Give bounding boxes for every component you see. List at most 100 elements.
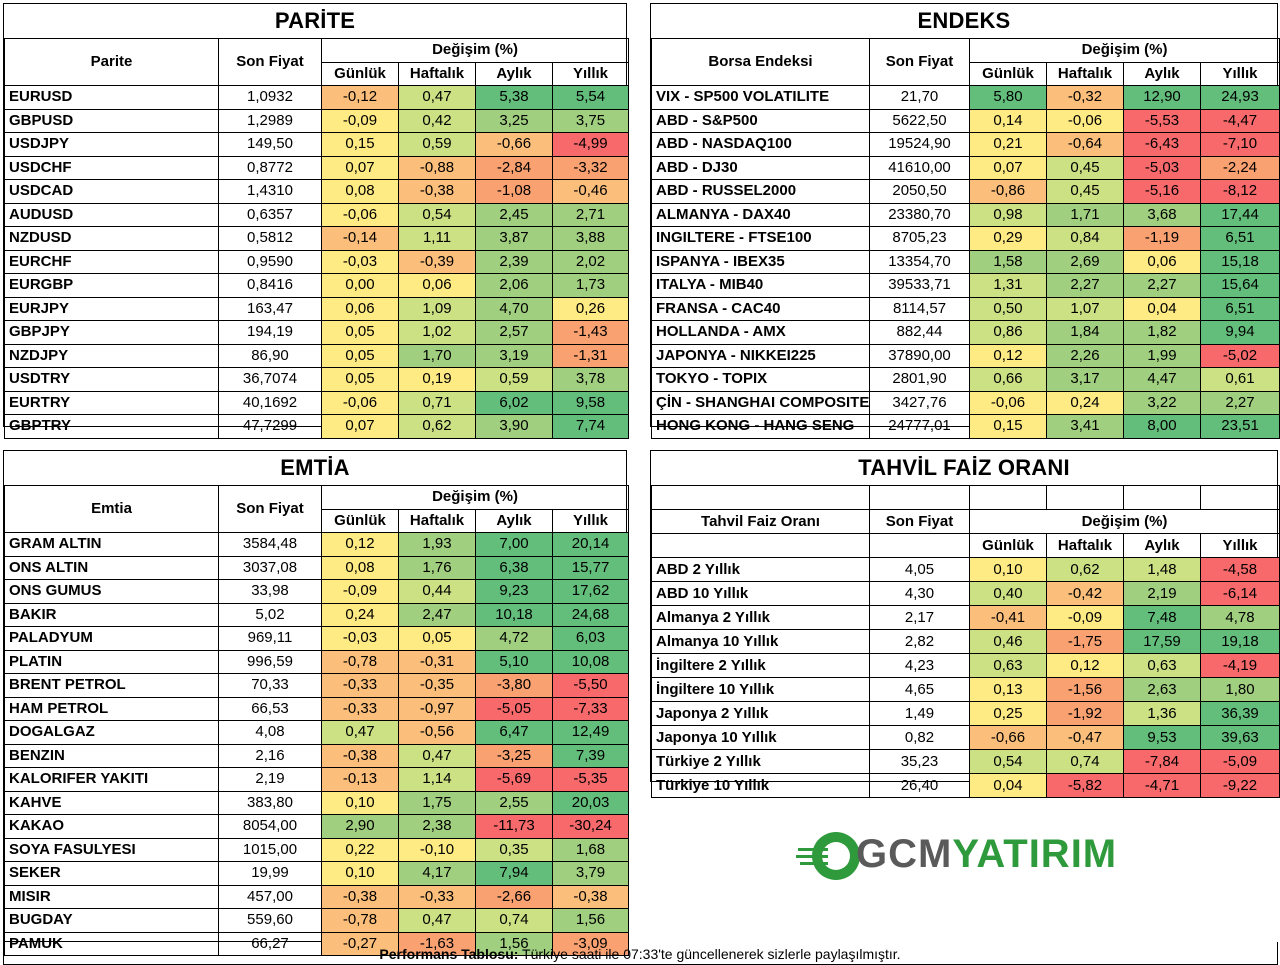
row-price: 1015,00	[218, 837, 322, 862]
table-row: KALORIFER YAKITI 2,19 -0,13 1,14 -5,69 -5,35	[4, 767, 630, 792]
row-change-w: -0,47	[1046, 725, 1124, 750]
row-name: HONG KONG - HANG SENG	[651, 414, 870, 439]
col-header-name: Parite	[4, 38, 219, 86]
row-change-m: 6,47	[475, 720, 553, 745]
row-price: 8054,00	[218, 814, 322, 839]
row-change-w: 0,19	[398, 367, 476, 392]
row-price: 996,59	[218, 649, 322, 674]
row-change-y: -4,58	[1200, 557, 1280, 582]
table-row: ABD - DJ30 41610,00 0,07 0,45 -5,03 -2,24	[651, 155, 1280, 180]
row-change-y: -0,46	[551, 179, 630, 204]
row-change-y: -8,12	[1199, 179, 1280, 204]
row-change-w: 4,17	[398, 861, 476, 886]
row-change-w: 1,02	[398, 320, 476, 345]
row-change-m: 2,39	[475, 249, 553, 274]
row-change-m: 0,63	[1123, 653, 1201, 678]
row-price: 39533,71	[869, 273, 970, 298]
row-change-d: 0,25	[969, 701, 1047, 726]
row-change-m: -1,19	[1123, 226, 1201, 251]
row-change-w: 3,41	[1046, 414, 1124, 439]
row-change-w: -1,92	[1046, 701, 1124, 726]
row-change-w: 0,42	[398, 108, 476, 133]
row-change-d: -0,38	[321, 884, 399, 909]
parite-title: PARİTE	[4, 4, 626, 39]
emtia-title: EMTİA	[4, 451, 626, 486]
row-change-w: 0,45	[1046, 179, 1124, 204]
row-change-w: -0,33	[398, 884, 476, 909]
table-row: PALADYUM 969,11 -0,03 0,05 4,72 6,03	[4, 626, 630, 651]
row-change-m: 1,48	[1123, 557, 1201, 582]
row-price: 3427,76	[869, 390, 970, 415]
row-change-m: 9,53	[1123, 725, 1201, 750]
row-price: 2,82	[869, 629, 970, 654]
row-name: İngiltere 10 Yıllık	[651, 677, 870, 702]
row-name: USDTRY	[4, 367, 219, 392]
table-row: GBPTRY 47,7299 0,07 0,62 3,90 7,74	[4, 414, 630, 439]
col-header-monthly: Aylık	[475, 61, 553, 86]
row-change-w: 0,06	[398, 273, 476, 298]
row-change-w: 0,62	[1046, 557, 1124, 582]
row-change-d: -0,27	[321, 931, 399, 956]
row-change-y: 3,88	[551, 226, 630, 251]
row-price: 5622,50	[869, 108, 970, 133]
col-header-yearly: Yıllık	[551, 508, 630, 533]
col-header-yearly: Yıllık	[1199, 61, 1280, 86]
row-name: GBPJPY	[4, 320, 219, 345]
row-price: 37890,00	[869, 343, 970, 368]
row-price: 23380,70	[869, 202, 970, 227]
row-change-m: 2,57	[475, 320, 553, 345]
col-header-daily: Günlük	[321, 508, 399, 533]
row-name: VIX - SP500 VOLATILITE	[651, 85, 870, 110]
row-change-y: 15,64	[1199, 273, 1280, 298]
row-change-m: 17,59	[1123, 629, 1201, 654]
table-row: USDJPY 149,50 0,15 0,59 -0,66 -4,99	[4, 132, 630, 157]
row-change-m: 7,48	[1123, 605, 1201, 630]
row-name: KAKAO	[4, 814, 219, 839]
row-change-d: 0,13	[969, 677, 1047, 702]
row-change-d: 1,58	[969, 249, 1047, 274]
row-change-y: 1,80	[1200, 677, 1280, 702]
row-price: 0,9590	[218, 249, 322, 274]
row-change-m: -1,08	[475, 179, 553, 204]
row-change-w: 0,47	[398, 85, 476, 110]
row-price: 8705,23	[869, 226, 970, 251]
table-row: DOGALGAZ 4,08 0,47 -0,56 6,47 12,49	[4, 720, 630, 745]
col-header-weekly: Haftalık	[1046, 61, 1124, 86]
row-price: 194,19	[218, 320, 322, 345]
header-spacer-cell	[651, 533, 870, 558]
row-change-d: 0,05	[321, 320, 399, 345]
row-change-y: -3,09	[551, 931, 630, 956]
row-change-y: 6,03	[551, 626, 630, 651]
row-change-w: 0,12	[1046, 653, 1124, 678]
row-change-d: 0,12	[969, 343, 1047, 368]
col-header-monthly: Aylık	[1123, 61, 1201, 86]
table-row: USDTRY 36,7074 0,05 0,19 0,59 3,78	[4, 367, 630, 392]
row-price: 66,27	[218, 931, 322, 956]
row-change-y: -1,43	[551, 320, 630, 345]
table-row: SOYA FASULYESI 1015,00 0,22 -0,10 0,35 1,68	[4, 837, 630, 862]
row-change-y: -7,33	[551, 696, 630, 721]
row-price: 19,99	[218, 861, 322, 886]
row-change-d: -0,06	[321, 390, 399, 415]
col-header-daily: Günlük	[969, 61, 1047, 86]
table-row: HAM PETROL 66,53 -0,33 -0,97 -5,05 -7,33	[4, 696, 630, 721]
row-change-d: 0,07	[321, 414, 399, 439]
row-change-y: 3,79	[551, 861, 630, 886]
row-name: PAMUK	[4, 931, 219, 956]
row-change-w: -0,39	[398, 249, 476, 274]
row-change-w: 0,44	[398, 579, 476, 604]
table-row: JAPONYA - NIKKEI225 37890,00 0,12 2,26 1,99-…	[651, 343, 1280, 368]
table-row: Türkiye 10 Yıllık 26,40 0,04 -5,82 -4,71 -9,2…	[651, 773, 1280, 798]
row-change-w: -0,38	[398, 179, 476, 204]
table-row: ITALYA - MIB40 39533,71 1,31 2,27 2,27 15,64	[651, 273, 1280, 298]
row-change-m: 7,94	[475, 861, 553, 886]
row-change-d: -0,78	[321, 908, 399, 933]
row-change-w: 0,71	[398, 390, 476, 415]
table-row: Japonya 2 Yıllık 1,49 0,25 -1,92 1,36 36,39	[651, 701, 1280, 726]
row-price: 0,6357	[218, 202, 322, 227]
row-change-d: 0,10	[321, 861, 399, 886]
col-header-weekly: Haftalık	[1046, 533, 1124, 558]
row-change-w: -1,56	[1046, 677, 1124, 702]
row-name: ÇİN - SHANGHAI COMPOSITE	[651, 390, 870, 415]
row-change-y: 6,51	[1199, 296, 1280, 321]
